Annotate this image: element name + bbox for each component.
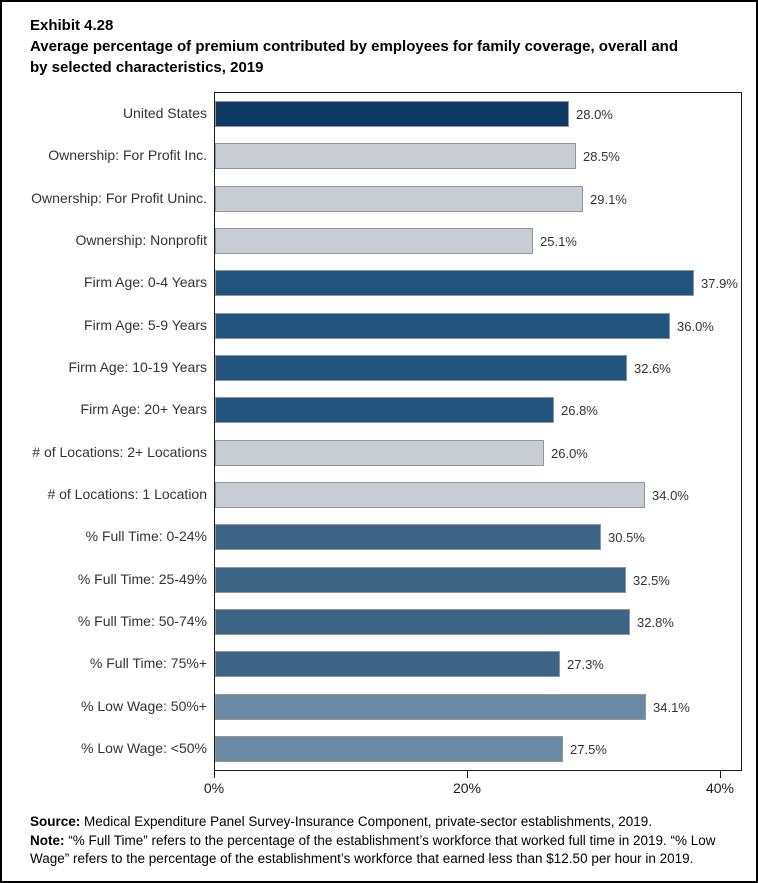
source-text: Medical Expenditure Panel Survey-Insuran… (80, 814, 653, 829)
note-text: “% Full Time” refers to the percentage o… (30, 832, 716, 867)
bar-value-label: 28.0% (576, 106, 613, 122)
source-label: Source: (30, 814, 81, 829)
bar-value-label: 30.5% (608, 529, 645, 545)
bar (215, 313, 670, 339)
bar-value-label: 27.5% (570, 741, 607, 757)
category-label: % Full Time: 25-49% (77, 570, 207, 587)
chart-header: Exhibit 4.28 Average percentage of premi… (30, 15, 742, 78)
source-note: Source: Medical Expenditure Panel Survey… (30, 813, 742, 832)
chart-title-line-2: by selected characteristics, 2019 (30, 59, 264, 76)
x-axis-tick-label: 0% (203, 780, 225, 796)
bar (215, 101, 569, 127)
bar-value-label: 32.6% (634, 360, 671, 376)
exhibit-number: Exhibit 4.28 (30, 17, 114, 34)
x-axis-tick (720, 771, 721, 778)
bar (215, 355, 627, 381)
bar (215, 524, 601, 550)
bar-value-label: 25.1% (540, 233, 577, 249)
bar (215, 186, 583, 212)
category-label: % Low Wage: <50% (81, 739, 207, 756)
bar (215, 440, 544, 466)
bar-value-label: 29.1% (590, 191, 627, 207)
bar-value-label: 34.0% (652, 487, 689, 503)
x-axis-tick-label: 40% (705, 780, 735, 796)
bar (215, 397, 554, 423)
bar (215, 270, 694, 296)
bar-value-label: 27.3% (567, 656, 604, 672)
bar (215, 694, 646, 720)
bar (215, 228, 533, 254)
bar-value-label: 36.0% (677, 318, 714, 334)
category-label: % Low Wage: 50%+ (81, 697, 207, 714)
methods-note: Note: “% Full Time” refers to the percen… (30, 832, 742, 869)
x-axis-tick-label: 20% (452, 780, 482, 796)
note-label: Note: (30, 832, 65, 848)
bar-value-label: 28.5% (583, 148, 620, 164)
bar-value-label: 37.9% (701, 275, 738, 291)
bar-chart: 28.0% 28.5% 29.1% 25.1% 37.9% 36.0% 32.6% 26.8%… (2, 92, 756, 812)
category-label: % Full Time: 0-24% (85, 528, 207, 545)
bar (215, 736, 563, 762)
category-label: # of Locations: 1 Location (47, 485, 207, 502)
category-label: # of Locations: 2+ Locations (32, 443, 207, 460)
category-label: Ownership: Nonprofit (75, 232, 207, 249)
bar (215, 482, 645, 508)
bar-value-label: 32.8% (637, 614, 674, 630)
category-label: Firm Age: 10-19 Years (68, 359, 207, 376)
bar-value-label: 26.0% (551, 445, 588, 461)
category-label: Ownership: For Profit Inc. (48, 147, 207, 164)
category-label: Ownership: For Profit Uninc. (31, 189, 207, 206)
bar (215, 609, 630, 635)
category-label: Firm Age: 5-9 Years (84, 316, 207, 333)
bar-value-label: 32.5% (633, 572, 670, 588)
bar (215, 651, 560, 677)
bar-value-label: 26.8% (561, 402, 598, 418)
category-label: % Full Time: 75%+ (89, 655, 207, 672)
x-axis-tick (467, 771, 468, 778)
chart-title-line-1: Average percentage of premium contribute… (30, 38, 678, 55)
category-label: Firm Age: 0-4 Years (84, 274, 207, 291)
bar-value-label: 34.1% (653, 699, 690, 715)
category-label: % Full Time: 50-74% (77, 612, 207, 629)
x-axis-tick (214, 771, 215, 778)
category-label: United States (122, 105, 207, 122)
footnotes: Source: Medical Expenditure Panel Survey… (30, 813, 742, 869)
category-label: Firm Age: 20+ Years (80, 401, 207, 418)
bar (215, 567, 626, 593)
bar (215, 143, 576, 169)
plot-area: 28.0% 28.5% 29.1% 25.1% 37.9% 36.0% 32.6% 26.8%… (214, 92, 742, 771)
